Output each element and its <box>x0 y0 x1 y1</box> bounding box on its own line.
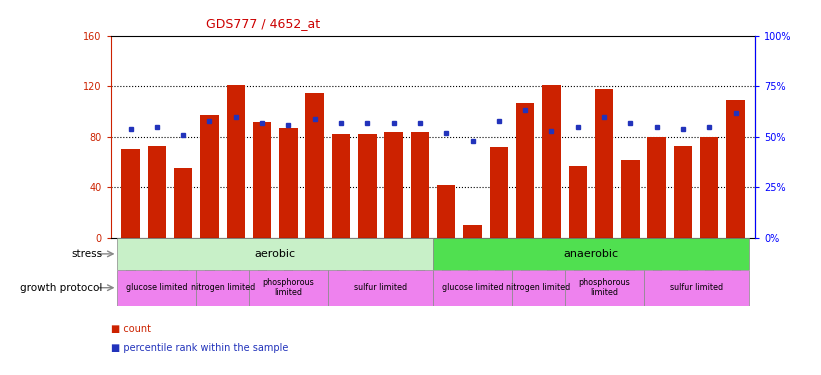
Bar <box>542 85 561 238</box>
Text: sulfur limited: sulfur limited <box>670 283 722 292</box>
Bar <box>433 270 512 306</box>
Bar <box>595 89 613 238</box>
Text: nitrogen limited: nitrogen limited <box>190 283 255 292</box>
Text: sulfur limited: sulfur limited <box>354 283 407 292</box>
Bar <box>174 168 192 238</box>
Bar <box>644 270 749 306</box>
Bar <box>410 132 429 238</box>
Bar <box>196 270 249 306</box>
Bar <box>384 132 403 238</box>
Bar <box>200 115 218 238</box>
Bar <box>674 146 692 238</box>
Bar <box>332 134 351 238</box>
Bar <box>279 128 297 238</box>
Bar <box>117 270 196 306</box>
Text: anaerobic: anaerobic <box>563 249 618 259</box>
Bar <box>569 166 587 238</box>
Text: glucose limited: glucose limited <box>126 283 188 292</box>
Bar <box>648 137 666 238</box>
Text: ■ percentile rank within the sample: ■ percentile rank within the sample <box>111 343 288 353</box>
Text: nitrogen limited: nitrogen limited <box>507 283 571 292</box>
Text: phosphorous
limited: phosphorous limited <box>578 278 630 297</box>
Bar <box>328 270 433 306</box>
Bar <box>700 137 718 238</box>
Bar <box>227 85 245 238</box>
Bar <box>122 150 140 238</box>
Bar <box>437 185 456 238</box>
Bar <box>463 225 482 238</box>
Bar <box>253 122 271 238</box>
Text: GDS777 / 4652_at: GDS777 / 4652_at <box>205 17 320 30</box>
Bar <box>117 238 433 270</box>
Text: glucose limited: glucose limited <box>442 283 503 292</box>
Bar <box>621 160 640 238</box>
Bar <box>512 270 565 306</box>
Bar <box>433 238 749 270</box>
Text: stress: stress <box>71 249 103 259</box>
Bar <box>516 103 534 238</box>
Text: ■ count: ■ count <box>111 324 151 334</box>
Text: aerobic: aerobic <box>255 249 296 259</box>
Text: growth protocol: growth protocol <box>21 283 103 293</box>
Bar <box>305 93 324 238</box>
Bar <box>148 146 166 238</box>
Bar <box>249 270 328 306</box>
Bar <box>489 147 508 238</box>
Bar <box>727 100 745 238</box>
Bar <box>565 270 644 306</box>
Text: phosphorous
limited: phosphorous limited <box>263 278 314 297</box>
Bar <box>358 134 377 238</box>
